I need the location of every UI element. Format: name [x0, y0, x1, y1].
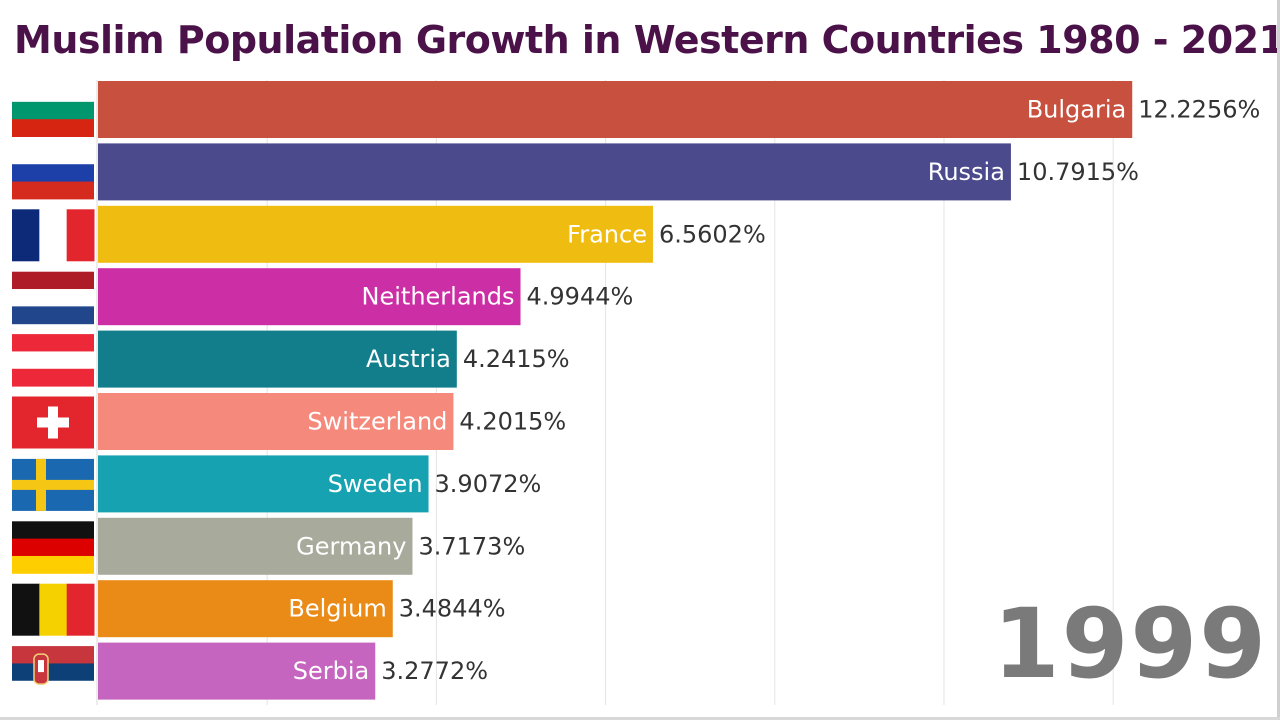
- value-label: 3.2772%: [381, 657, 488, 685]
- bar-layer: Bulgaria 12.2256% Russia 10.7915% France 6.56…: [98, 81, 1260, 700]
- bulgaria-flag-icon: [12, 84, 94, 137]
- year-label: 1999: [992, 588, 1268, 700]
- value-label: 3.9072%: [435, 470, 542, 498]
- france-flag-icon: [12, 209, 95, 262]
- bar-bulgaria: [98, 81, 1133, 138]
- value-label: 4.2415%: [463, 345, 570, 373]
- bar-label: Sweden: [328, 470, 423, 498]
- sweden-flag-icon: [12, 458, 94, 511]
- bar-switzerland: [98, 393, 454, 450]
- bar-label: Belgium: [288, 595, 386, 623]
- value-label: 12.2256%: [1138, 96, 1260, 124]
- flag-layer: [12, 84, 95, 699]
- bar-label: France: [567, 220, 647, 248]
- value-label: 3.7173%: [418, 532, 525, 560]
- belgium-flag-icon: [12, 583, 95, 636]
- bar-label: Austria: [366, 345, 451, 373]
- frame-edge-bottom: [0, 717, 1280, 720]
- austria-flag-icon: [12, 334, 94, 387]
- value-label: 4.2015%: [459, 408, 566, 436]
- value-label: 6.5602%: [659, 220, 766, 248]
- bar-germany: [98, 517, 413, 575]
- bar-neitherlands: [98, 268, 521, 326]
- switzerland-flag-icon: [12, 396, 94, 449]
- serbia-flag-icon: [12, 646, 94, 699]
- value-label: 10.7915%: [1017, 158, 1139, 186]
- chart-title: Muslim Population Growth in Western Coun…: [14, 18, 1280, 62]
- bar-serbia: [98, 642, 376, 700]
- bar-label: Germany: [296, 532, 406, 560]
- value-label: 4.9944%: [527, 283, 634, 311]
- frame-edge-right: [1277, 0, 1280, 720]
- bar-sweden: [98, 455, 429, 513]
- bar-belgium: [98, 580, 393, 638]
- bar-label: Neitherlands: [362, 283, 515, 311]
- bar-france: [98, 205, 653, 263]
- bar-label: Russia: [928, 158, 1005, 186]
- bar-austria: [98, 330, 457, 388]
- bar-label: Switzerland: [307, 408, 447, 436]
- bar-label: Bulgaria: [1027, 96, 1127, 124]
- value-label: 3.4844%: [399, 595, 506, 623]
- bar-label: Serbia: [293, 657, 369, 685]
- russia-flag-icon: [12, 146, 94, 200]
- netherlands-flag-icon: [12, 271, 94, 325]
- germany-flag-icon: [12, 521, 94, 574]
- bar-russia: [98, 143, 1011, 201]
